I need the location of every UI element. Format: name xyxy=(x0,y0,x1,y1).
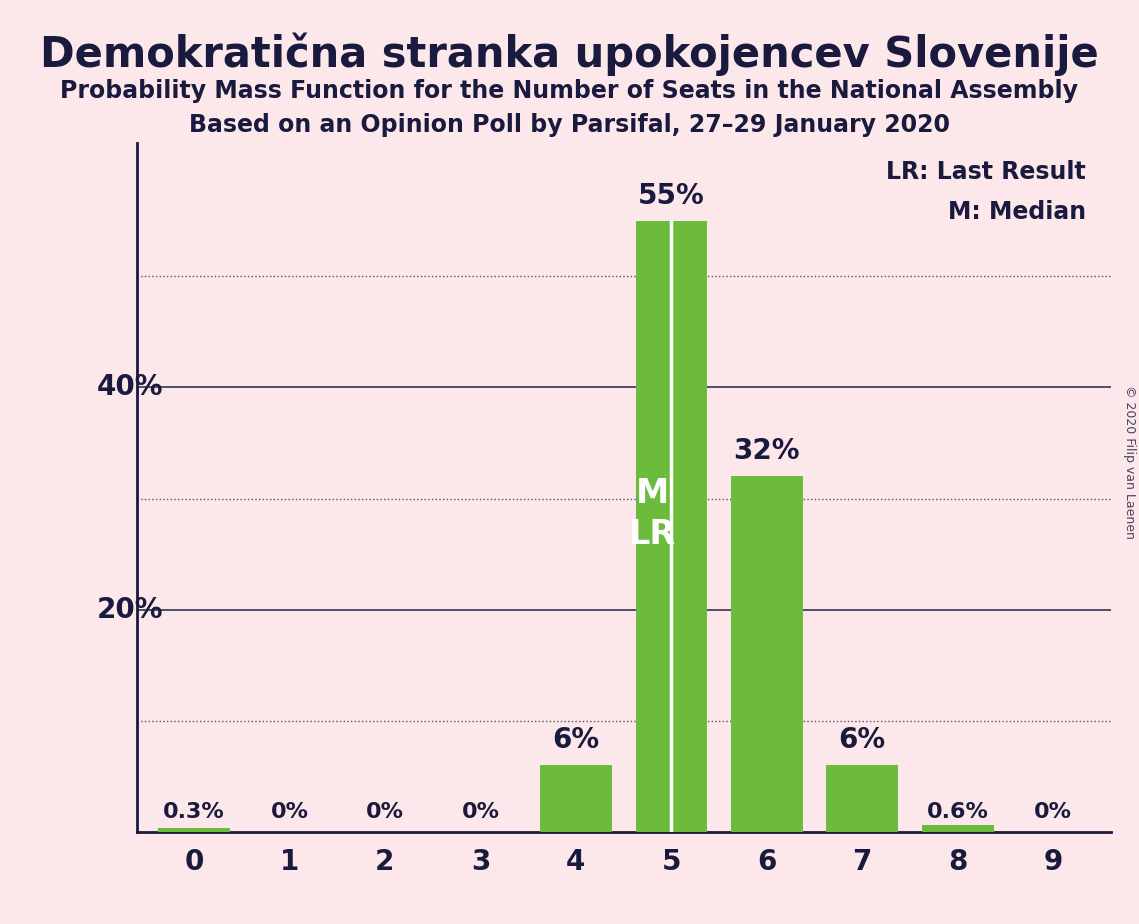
Text: 0%: 0% xyxy=(461,802,499,821)
Text: Demokratična stranka upokojencev Slovenije: Demokratična stranka upokojencev Sloveni… xyxy=(40,32,1099,76)
Bar xyxy=(921,825,993,832)
Text: LR: Last Result: LR: Last Result xyxy=(886,161,1087,185)
Text: 0%: 0% xyxy=(270,802,309,821)
Text: 32%: 32% xyxy=(734,437,800,465)
Text: 20%: 20% xyxy=(97,596,163,624)
Text: 0%: 0% xyxy=(366,802,404,821)
Text: 0.3%: 0.3% xyxy=(163,802,224,821)
Text: Based on an Opinion Poll by Parsifal, 27–29 January 2020: Based on an Opinion Poll by Parsifal, 27… xyxy=(189,113,950,137)
Bar xyxy=(636,221,707,832)
Bar xyxy=(158,828,230,832)
Text: 55%: 55% xyxy=(638,182,705,210)
Text: © 2020 Filip van Laenen: © 2020 Filip van Laenen xyxy=(1123,385,1137,539)
Text: 0.6%: 0.6% xyxy=(927,802,989,821)
Bar xyxy=(731,476,803,832)
Text: M
LR: M LR xyxy=(629,477,675,551)
Text: M: Median: M: Median xyxy=(948,200,1087,224)
Text: 6%: 6% xyxy=(838,726,886,754)
Text: 6%: 6% xyxy=(552,726,599,754)
Bar xyxy=(540,765,612,832)
Text: 40%: 40% xyxy=(97,373,163,402)
Bar xyxy=(827,765,898,832)
Text: Probability Mass Function for the Number of Seats in the National Assembly: Probability Mass Function for the Number… xyxy=(60,79,1079,103)
Text: 0%: 0% xyxy=(1034,802,1072,821)
